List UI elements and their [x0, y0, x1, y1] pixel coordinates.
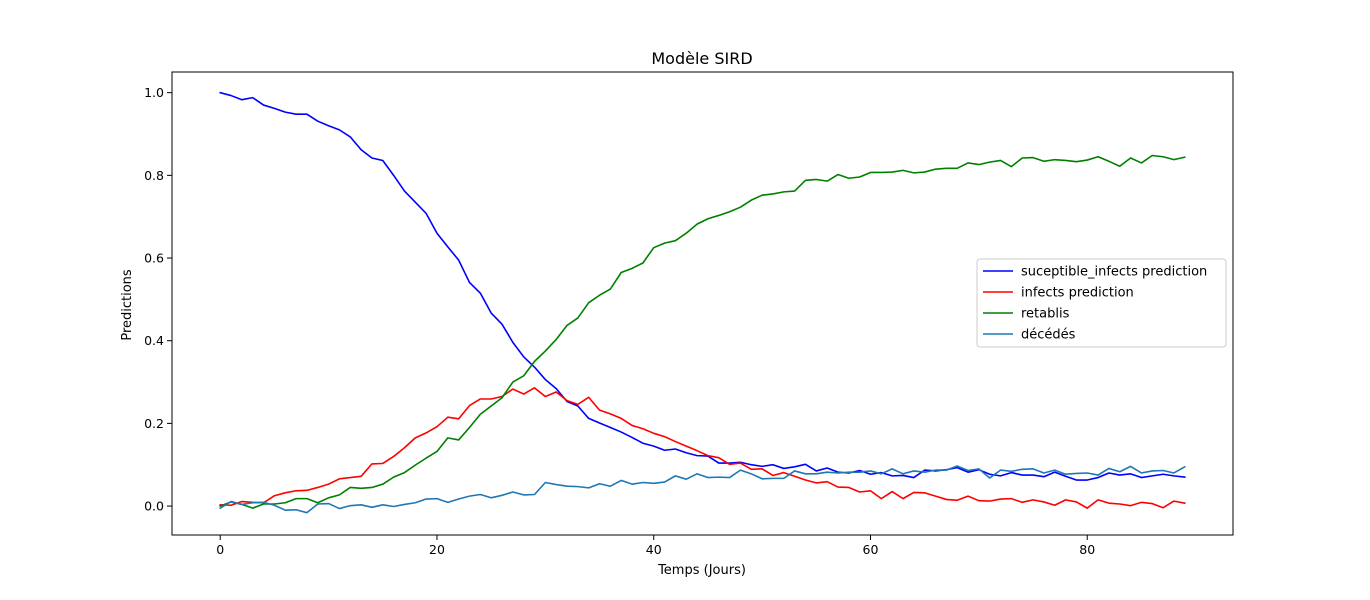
y-tick-label: 0.4	[144, 333, 164, 348]
series-lines	[219, 91, 1186, 514]
x-tick-label: 20	[429, 542, 445, 557]
y-tick-label: 0.0	[144, 499, 164, 514]
series-line-1	[219, 387, 1186, 509]
legend-label: retablis	[1021, 307, 1070, 322]
legend-box	[976, 258, 1227, 348]
y-tick-label: 1.0	[144, 85, 164, 100]
y-tick-label: 0.8	[144, 168, 164, 183]
x-axis-label: Temps (Jours)	[657, 563, 746, 578]
chart-title: Modèle SIRD	[651, 49, 752, 68]
y-tick-label: 0.2	[144, 416, 164, 431]
axis-ticks: 0 20 40 60 80 0.0 0.2 0.4 0.6 0.8 1.0	[144, 85, 1095, 557]
series-line-2	[219, 154, 1186, 509]
x-tick-label: 40	[646, 542, 662, 557]
x-tick-label: 0	[216, 542, 224, 557]
series-line-0	[219, 91, 1186, 481]
legend: suceptible_infects prediction infects pre…	[976, 258, 1227, 348]
x-tick-label: 80	[1079, 542, 1095, 557]
plot-frame	[171, 71, 1234, 536]
legend-label: infects prediction	[1021, 286, 1134, 301]
legend-items: suceptible_infects prediction infects pre…	[983, 265, 1207, 343]
y-tick-label: 0.6	[144, 251, 164, 266]
legend-label: suceptible_infects prediction	[1021, 265, 1207, 280]
series-line-3	[219, 465, 1186, 514]
legend-label: décédés	[1021, 328, 1076, 343]
y-axis-label: Predictions	[120, 269, 135, 341]
x-tick-label: 60	[863, 542, 879, 557]
